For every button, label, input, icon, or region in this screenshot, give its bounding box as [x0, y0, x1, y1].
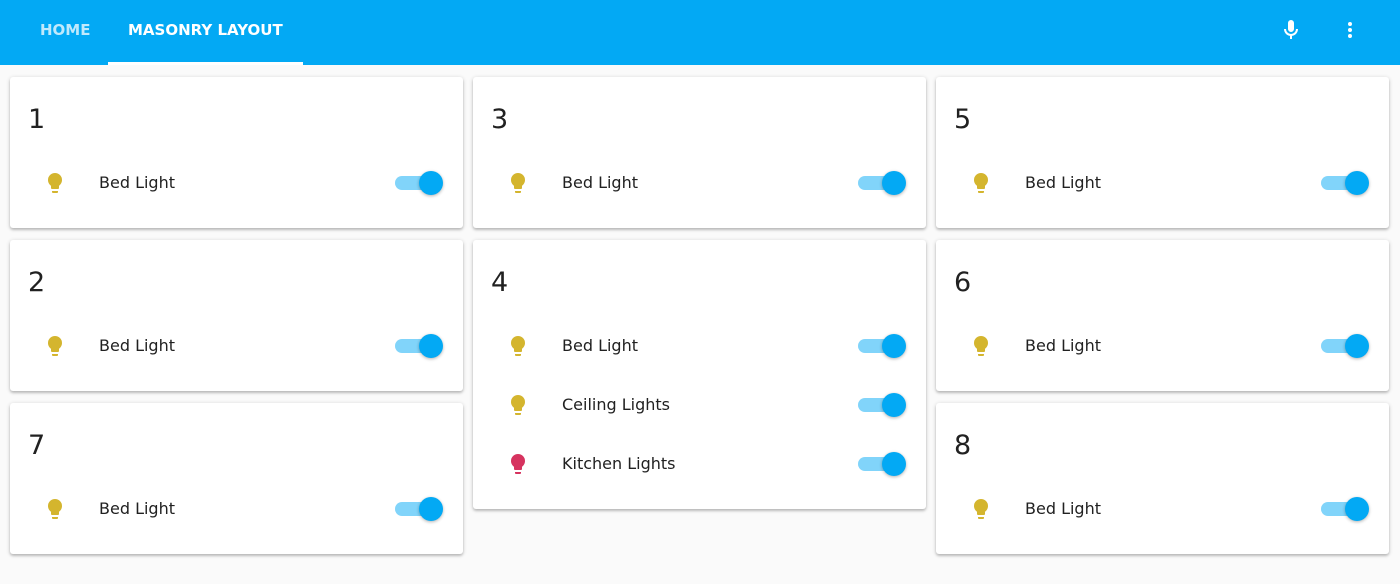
toggle[interactable] — [858, 334, 906, 358]
bulb-icon[interactable] — [506, 393, 530, 417]
bulb-icon[interactable] — [43, 171, 67, 195]
card: 7 Bed Light — [10, 403, 463, 554]
toggle-knob[interactable] — [882, 452, 906, 476]
bulb-icon[interactable] — [43, 497, 67, 521]
entity-row: Bed Light — [473, 159, 926, 207]
entity-name: Ceiling Lights — [562, 395, 670, 414]
column: 1 Bed Light 2 Bed Light 7 Bed Light — [10, 77, 463, 554]
toolbar: HOME MASONRY LAYOUT — [0, 0, 1400, 65]
toggle[interactable] — [858, 393, 906, 417]
toggle-knob[interactable] — [1345, 497, 1369, 521]
mic-button[interactable] — [1279, 18, 1303, 42]
entity-name: Kitchen Lights — [562, 454, 676, 473]
bulb-icon[interactable] — [969, 497, 993, 521]
bulb-icon[interactable] — [43, 334, 67, 358]
card-title: 6 — [954, 267, 972, 298]
card-title: 7 — [28, 430, 46, 461]
toggle[interactable] — [1321, 497, 1369, 521]
card-title: 3 — [491, 104, 509, 135]
toggle-knob[interactable] — [1345, 171, 1369, 195]
entity-row: Ceiling Lights — [473, 381, 926, 429]
entity-name: Bed Light — [99, 499, 175, 518]
menu-button[interactable] — [1338, 18, 1362, 42]
entity-name: Bed Light — [1025, 336, 1101, 355]
toggle-knob[interactable] — [882, 171, 906, 195]
card: 8 Bed Light — [936, 403, 1389, 554]
toggle[interactable] — [858, 171, 906, 195]
toggle-knob[interactable] — [419, 171, 443, 195]
toggle[interactable] — [395, 334, 443, 358]
card-title: 4 — [491, 267, 509, 298]
card-title: 1 — [28, 104, 46, 135]
bulb-icon[interactable] — [506, 171, 530, 195]
entity-row: Bed Light — [936, 485, 1389, 533]
toggle[interactable] — [395, 171, 443, 195]
column: 3 Bed Light 4 Bed Light Ceiling Lights Kitche… — [473, 77, 926, 554]
entity-name: Bed Light — [1025, 173, 1101, 192]
entity-row: Bed Light — [10, 322, 463, 370]
entity-row: Bed Light — [473, 322, 926, 370]
toggle[interactable] — [395, 497, 443, 521]
card: 5 Bed Light — [936, 77, 1389, 228]
toggle-knob[interactable] — [419, 334, 443, 358]
toggle-knob[interactable] — [1345, 334, 1369, 358]
entity-row: Bed Light — [10, 159, 463, 207]
bulb-icon[interactable] — [969, 334, 993, 358]
card: 6 Bed Light — [936, 240, 1389, 391]
card-title: 8 — [954, 430, 972, 461]
column: 5 Bed Light 6 Bed Light 8 Bed Light — [936, 77, 1389, 554]
entity-name: Bed Light — [99, 173, 175, 192]
card: 2 Bed Light — [10, 240, 463, 391]
entity-row: Kitchen Lights — [473, 440, 926, 488]
card: 3 Bed Light — [473, 77, 926, 228]
tab[interactable]: MASONRY LAYOUT — [108, 0, 303, 65]
toggle[interactable] — [858, 452, 906, 476]
entity-row: Bed Light — [10, 485, 463, 533]
toggle-knob[interactable] — [882, 393, 906, 417]
tab[interactable]: HOME — [40, 21, 91, 39]
card-title: 5 — [954, 104, 972, 135]
card-title: 2 — [28, 267, 46, 298]
toggle-knob[interactable] — [882, 334, 906, 358]
entity-row: Bed Light — [936, 159, 1389, 207]
toggle[interactable] — [1321, 171, 1369, 195]
entity-name: Bed Light — [1025, 499, 1101, 518]
entity-row: Bed Light — [936, 322, 1389, 370]
bulb-icon[interactable] — [506, 334, 530, 358]
entity-name: Bed Light — [562, 336, 638, 355]
card: 4 Bed Light Ceiling Lights Kitchen Lights — [473, 240, 926, 509]
card: 1 Bed Light — [10, 77, 463, 228]
bulb-icon[interactable] — [969, 171, 993, 195]
toggle[interactable] — [1321, 334, 1369, 358]
bulb-icon[interactable] — [506, 452, 530, 476]
entity-name: Bed Light — [99, 336, 175, 355]
entity-name: Bed Light — [562, 173, 638, 192]
toggle-knob[interactable] — [419, 497, 443, 521]
masonry: 1 Bed Light 2 Bed Light 7 Bed Light 3 Bed Light… — [10, 77, 1389, 554]
